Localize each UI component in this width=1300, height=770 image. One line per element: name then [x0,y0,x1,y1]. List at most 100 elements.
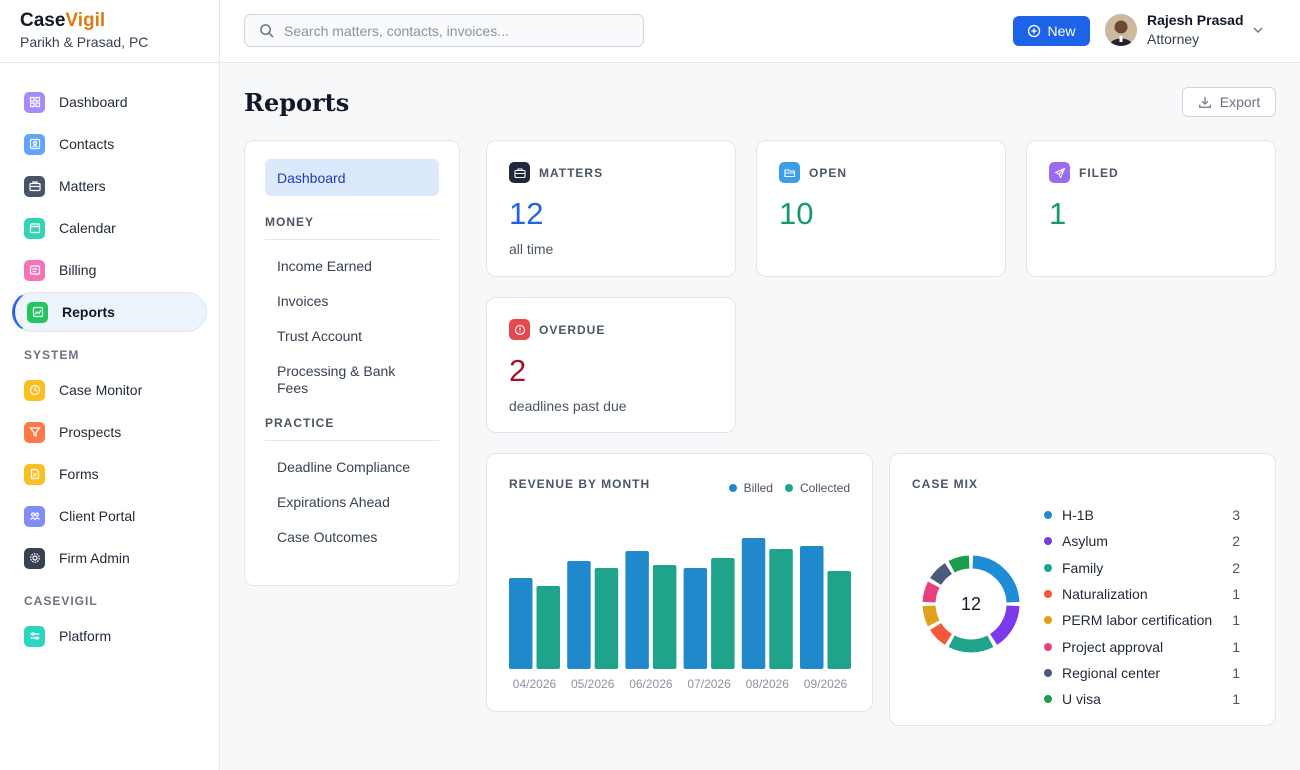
donut-slice-regional-center[interactable] [930,563,953,586]
bar-billed-3[interactable] [683,568,708,669]
search-input[interactable] [284,22,624,39]
x-tick-label: 05/2026 [571,677,615,691]
legend-dot [1044,642,1052,651]
user-menu[interactable]: Rajesh Prasad Attorney [1105,12,1263,47]
x-tick-label: 08/2026 [746,677,790,691]
funnel-icon [24,421,45,443]
case-mix-card: CASE MIX 12 H-1B 3 Asylum 2 Family 2 Naturaliz… [889,453,1276,726]
sidebar-item-label: Prospects [59,424,122,440]
case-mix-row: H-1B 3 [1044,502,1240,528]
new-button[interactable]: New [1013,16,1090,46]
bar-collected-5[interactable] [827,571,852,669]
donut-slice-asylum[interactable] [989,605,1020,645]
grid-icon [24,91,45,113]
legend-dot [784,484,793,492]
bar-collected-3[interactable] [711,558,735,669]
donut-slice-project-approval[interactable] [922,581,940,603]
sidebar-item-label: Dashboard [59,94,128,110]
stat-card-matters[interactable]: MATTERS 12 all time [486,140,736,277]
case-type-count: 1 [1232,664,1240,681]
bar-collected-4[interactable] [769,549,793,669]
sidebar-item-label: Firm Admin [59,550,130,566]
report-link-case-outcomes[interactable]: Case Outcomes [277,529,378,545]
sidebar-item-forms[interactable]: Forms [12,454,207,494]
case-mix-row: Family 2 [1044,555,1240,581]
stat-header: OVERDUE [509,319,713,340]
calendar-icon [24,217,45,239]
report-link-trust-account[interactable]: Trust Account [277,328,363,344]
contact-card-icon [24,133,45,155]
legend-dot [728,484,737,492]
sidebar-item-matters[interactable]: Matters [12,166,207,206]
donut-slice-perm-labor-certification[interactable] [922,605,940,627]
bar-collected-1[interactable] [594,568,619,669]
avatar [1105,13,1137,46]
legend-dot [1044,590,1052,599]
sidebar-nav: Dashboard Contacts Matters Calendar Billing R… [0,63,219,656]
report-link-invoices[interactable]: Invoices [277,293,329,309]
report-link-income-earned[interactable]: Income Earned [277,258,372,274]
stat-card-filed[interactable]: FILED 1 [1026,140,1276,277]
stat-value: 1 [1049,196,1067,231]
case-mix-donut: 12 [922,555,1020,653]
sidebar-item-client-portal[interactable]: Client Portal [12,496,207,536]
case-type-count: 1 [1232,691,1240,708]
briefcase-icon [24,175,45,197]
sidebar-item-label: Contacts [59,136,115,152]
report-nav-dashboard[interactable]: Dashboard [265,159,439,196]
donut-slice-family[interactable] [948,635,994,653]
sidebar-item-platform[interactable]: Platform [12,616,207,656]
x-tick-label: 07/2026 [687,677,731,691]
export-button[interactable]: Export [1182,87,1276,117]
case-mix-legend: H-1B 3 Asylum 2 Family 2 Naturalization 1 PERM l… [1044,502,1240,712]
report-link-processing-bank-fees[interactable]: Processing & Bank Fees [277,363,396,396]
bar-billed-4[interactable] [741,538,766,669]
case-mix-row: Asylum 2 [1044,528,1240,554]
bar-billed-0[interactable] [509,578,533,669]
briefcase-icon [509,162,530,183]
bar-collected-0[interactable] [536,586,561,669]
people-icon [24,505,45,527]
sidebar-item-billing[interactable]: Billing [12,250,207,290]
bar-billed-1[interactable] [567,561,591,669]
sidebar-item-dashboard[interactable]: Dashboard [12,82,207,122]
brand: CaseVigil Parikh & Prasad, PC [0,0,219,63]
legend-dot [1044,563,1052,572]
search-box[interactable] [244,14,644,47]
sidebar-item-reports[interactable]: Reports [12,292,207,332]
bar-collected-2[interactable] [652,565,677,669]
report-link-expirations-ahead[interactable]: Expirations Ahead [277,494,390,510]
stat-label: OPEN [809,165,848,180]
bar-billed-5[interactable] [800,546,824,669]
brand-logo[interactable]: CaseVigil [20,10,199,32]
chevron-down-icon[interactable] [1252,24,1264,36]
folder-open-icon [779,162,800,183]
legend-item-billed: Billed [728,481,773,495]
legend-label: Billed [743,481,773,495]
sidebar-item-label: Platform [59,628,112,644]
sidebar-section-casevigil: CASEVIGIL [24,594,98,608]
legend-dot [1044,616,1052,625]
sidebar-item-calendar[interactable]: Calendar [12,208,207,248]
sidebar-item-contacts[interactable]: Contacts [12,124,207,164]
bar-billed-2[interactable] [625,551,649,669]
sidebar-item-prospects[interactable]: Prospects [12,412,207,452]
donut-slice-h-1b[interactable] [972,555,1020,603]
report-link-deadline-compliance[interactable]: Deadline Compliance [277,459,411,475]
sidebar-item-firm-admin[interactable]: Firm Admin [12,538,207,578]
chart-icon [27,301,48,323]
stat-card-overdue[interactable]: OVERDUE 2 deadlines past due [486,297,736,433]
case-type-count: 3 [1232,507,1240,524]
legend-label: Collected [799,481,850,495]
donut-slice-u-visa[interactable] [948,555,970,573]
sidebar-item-label: Matters [59,178,106,194]
brand-name-accent: Vigil [65,10,106,31]
case-type-label: Project approval [1062,638,1164,655]
sidebar-item-label: Forms [59,466,99,482]
stat-card-open[interactable]: OPEN 10 [756,140,1006,277]
receipt-icon [24,259,45,281]
sidebar-item-case-monitor[interactable]: Case Monitor [12,370,207,410]
sidebar-section-system: SYSTEM [24,348,80,362]
chart-title: CASE MIX [912,477,979,491]
donut-slice-naturalization[interactable] [930,622,953,645]
